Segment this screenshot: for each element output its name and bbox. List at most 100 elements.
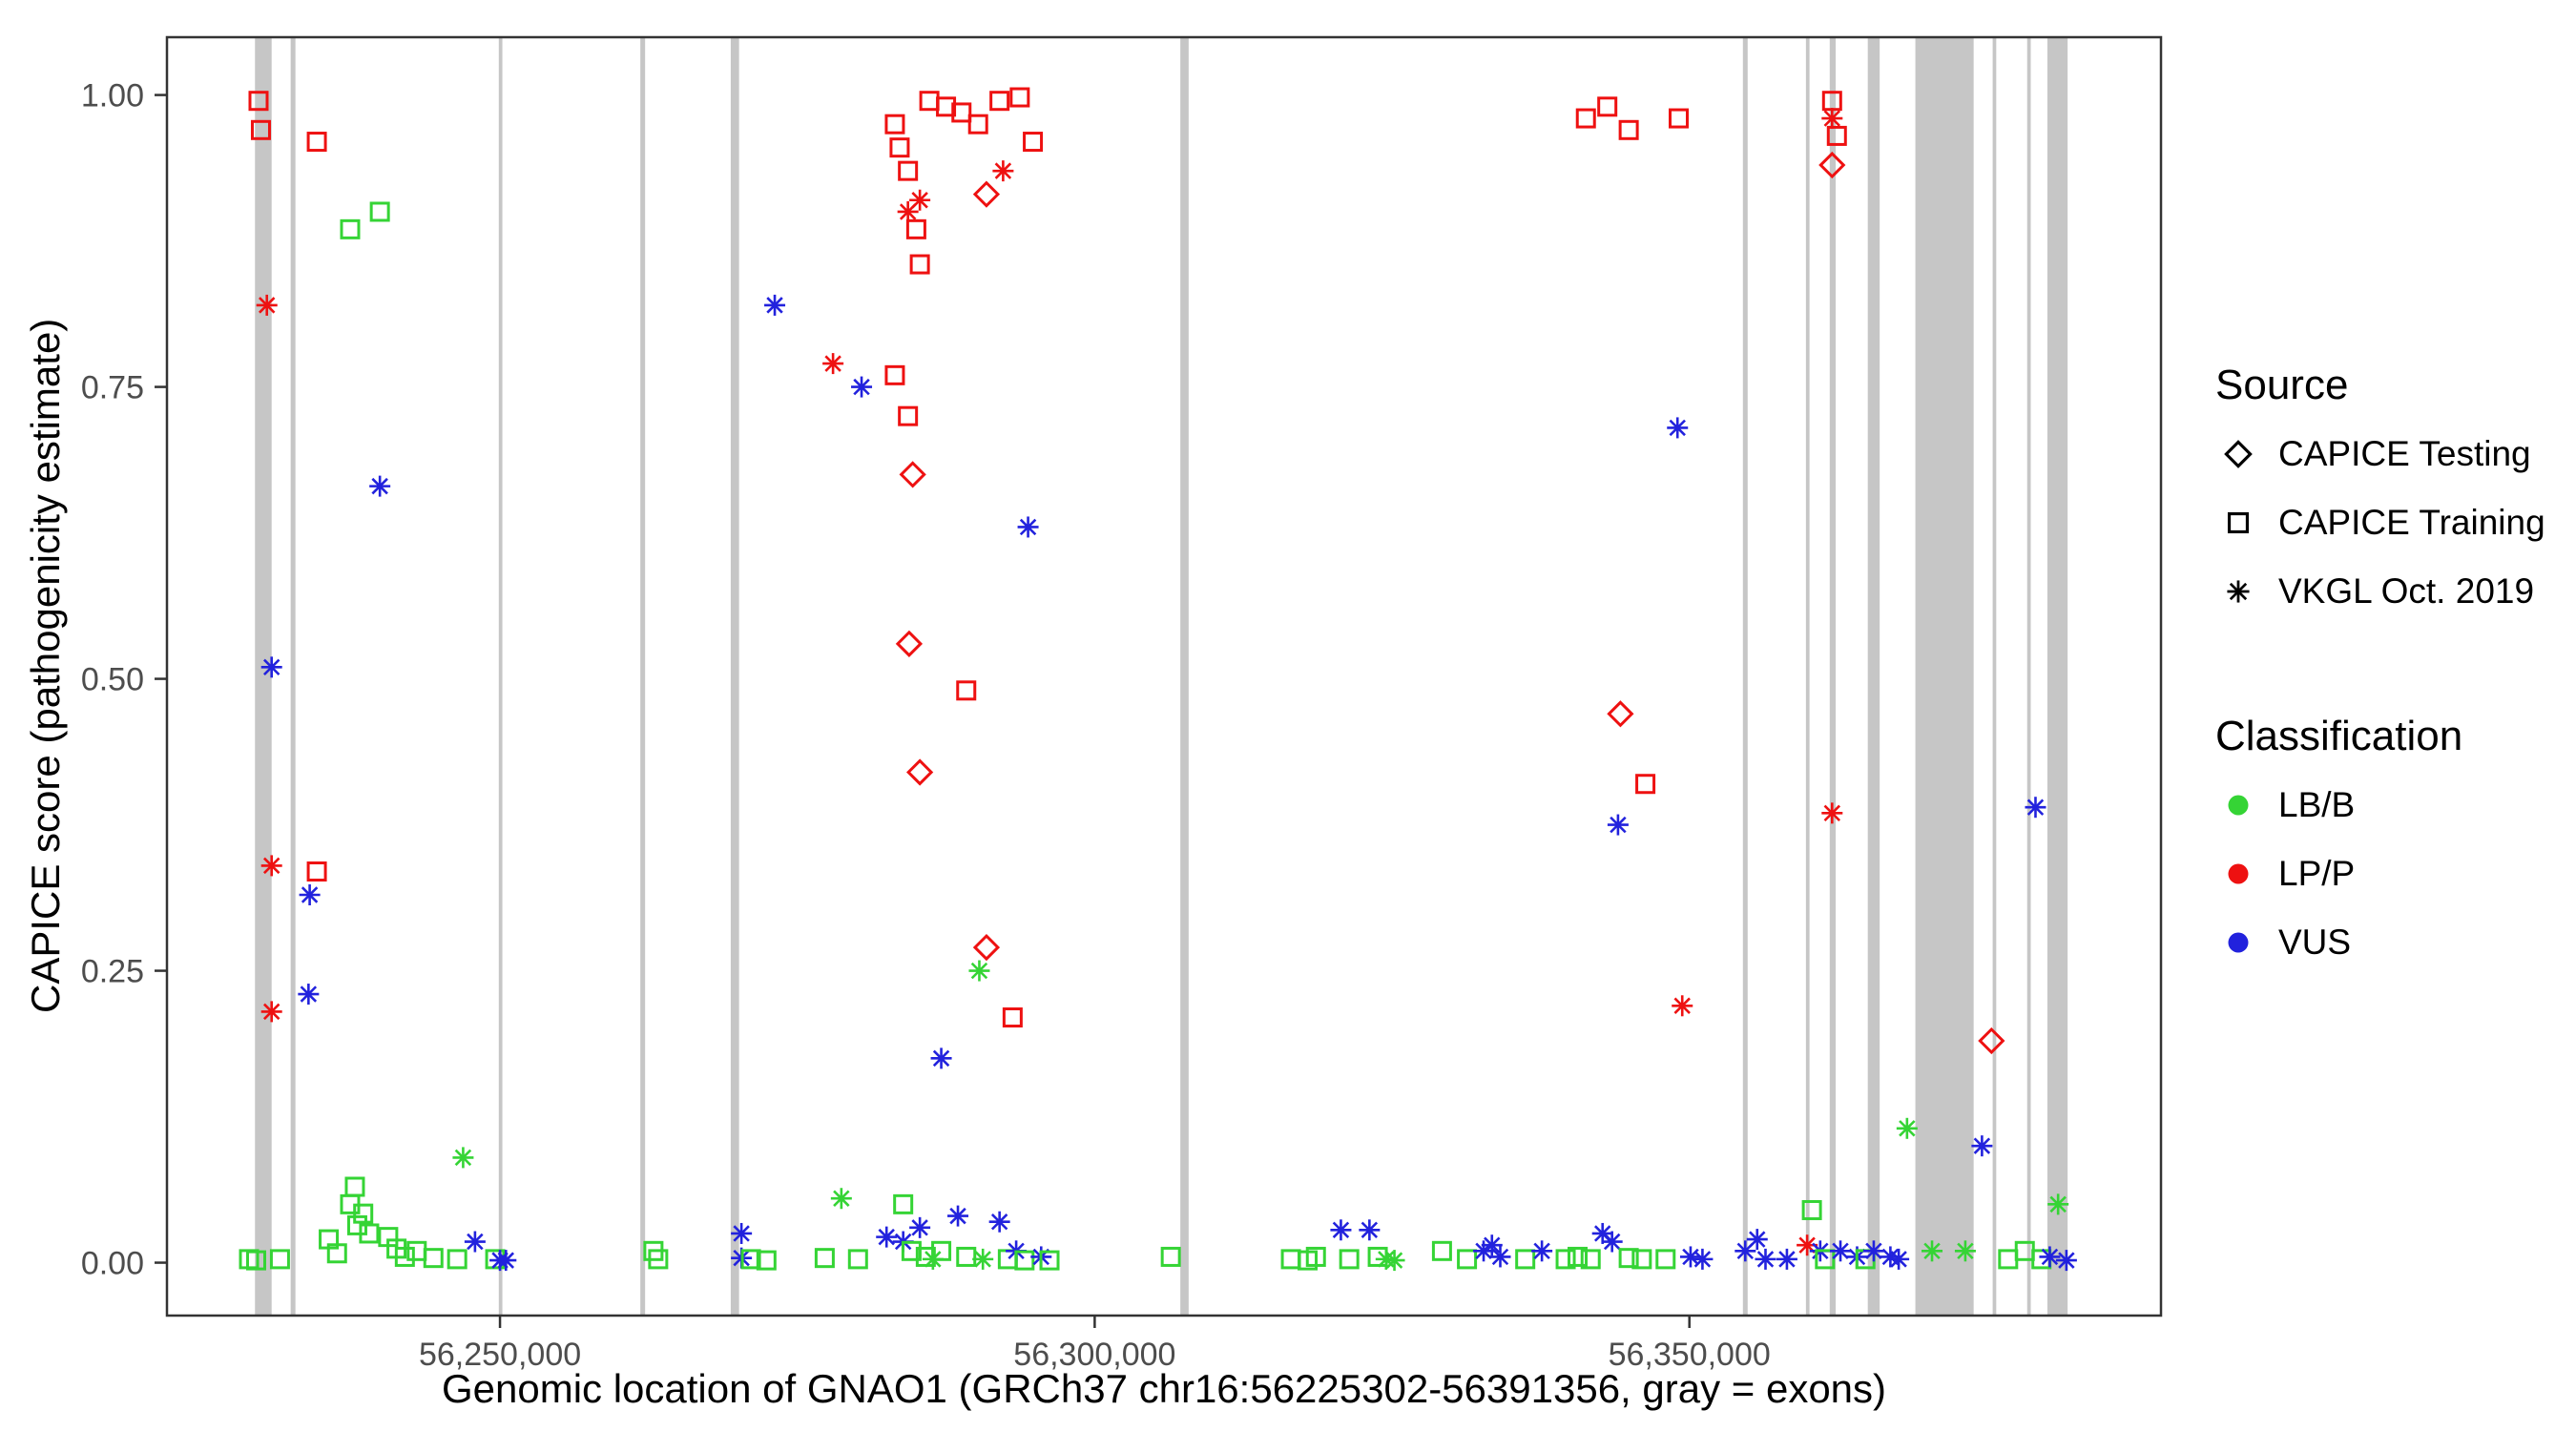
data-point xyxy=(353,1203,374,1224)
data-point xyxy=(1014,1250,1035,1271)
data-point xyxy=(1457,1249,1478,1270)
data-point xyxy=(260,1001,282,1023)
data-point xyxy=(1978,1027,2005,1055)
data-point xyxy=(1431,1240,1452,1261)
data-point xyxy=(1039,1250,1060,1271)
data-point xyxy=(1280,1249,1301,1270)
data-point xyxy=(1160,1246,1181,1267)
data-point xyxy=(1383,1250,1405,1272)
data-point xyxy=(1998,1249,2019,1270)
data-point xyxy=(1821,108,1843,130)
data-point xyxy=(2055,1250,2077,1272)
legend-item-label: VUS xyxy=(2278,923,2352,962)
legend-item-label: LP/P xyxy=(2278,854,2356,893)
data-point xyxy=(884,114,905,135)
data-point xyxy=(1009,87,1030,108)
data-point xyxy=(851,376,873,398)
data-point xyxy=(298,984,320,1006)
data-point xyxy=(1002,1007,1023,1028)
legend-item-label: CAPICE Testing xyxy=(2278,434,2531,473)
x-tick-label: 56,300,000 xyxy=(1013,1337,1175,1373)
data-point xyxy=(1515,1249,1536,1270)
x-tick-label: 56,250,000 xyxy=(419,1337,581,1373)
data-point xyxy=(1801,1199,1822,1220)
data-point xyxy=(1692,1248,1714,1270)
data-point xyxy=(930,1047,952,1069)
exon-band xyxy=(2046,37,2068,1316)
data-point xyxy=(1672,995,1693,1017)
data-point xyxy=(1755,1248,1776,1270)
data-point xyxy=(306,861,327,882)
data-point xyxy=(369,475,391,497)
data-point xyxy=(989,91,1010,112)
exon-band xyxy=(1805,37,1810,1316)
data-point xyxy=(1776,1248,1797,1270)
y-tick-label: 0.75 xyxy=(81,370,144,406)
legend-item-vkgl: VKGL Oct. 2019 xyxy=(2215,557,2545,626)
data-point xyxy=(260,855,282,877)
data-point xyxy=(1555,1249,1576,1270)
data-point xyxy=(1568,1246,1589,1267)
data-point xyxy=(1607,814,1629,836)
asterisk-icon xyxy=(2215,569,2261,614)
data-point xyxy=(951,102,972,123)
data-point xyxy=(889,137,910,158)
data-point xyxy=(830,1188,852,1210)
data-point xyxy=(464,1231,486,1253)
data-point xyxy=(1017,516,1039,538)
data-point xyxy=(814,1248,835,1269)
exon-band xyxy=(498,37,503,1316)
legend-source-title: Source xyxy=(2215,362,2349,408)
exon-band xyxy=(730,37,739,1316)
data-point xyxy=(905,218,926,239)
exon-band xyxy=(1867,37,1880,1316)
legend: Source CAPICE Testing CAPICE Training VK… xyxy=(2215,351,2545,977)
data-point xyxy=(1531,1240,1553,1262)
lp-p-dot-icon xyxy=(2215,851,2261,897)
data-point xyxy=(256,294,278,316)
data-point xyxy=(956,680,977,701)
data-point xyxy=(2047,1193,2069,1215)
data-point xyxy=(1888,1248,1910,1270)
data-point xyxy=(1954,1240,1976,1262)
data-point xyxy=(245,1250,266,1271)
data-point xyxy=(901,1240,922,1261)
data-point xyxy=(1655,1249,1676,1270)
data-point xyxy=(406,1240,427,1261)
data-point xyxy=(299,884,321,906)
diamond-icon xyxy=(2215,431,2261,477)
data-point xyxy=(1668,108,1689,129)
data-point xyxy=(876,1226,898,1248)
data-point xyxy=(884,364,905,385)
data-point xyxy=(447,1249,467,1270)
y-tick-label: 0.00 xyxy=(81,1246,144,1282)
exon-band xyxy=(1742,37,1748,1316)
data-point xyxy=(260,656,282,678)
data-point xyxy=(764,294,786,316)
data-point xyxy=(909,1216,931,1238)
data-point xyxy=(369,201,390,222)
y-tick-label: 1.00 xyxy=(81,78,144,114)
panel-border xyxy=(165,35,2163,1317)
data-point xyxy=(423,1248,444,1269)
data-point xyxy=(340,218,361,239)
data-point xyxy=(1580,1249,1601,1270)
data-point xyxy=(648,1249,669,1270)
data-point xyxy=(306,132,327,153)
legend-gap xyxy=(2215,626,2545,702)
data-point xyxy=(1305,1246,1326,1267)
exon-band xyxy=(290,37,296,1316)
data-point xyxy=(359,1223,380,1244)
data-point xyxy=(1607,700,1634,728)
data-point xyxy=(988,1211,1010,1233)
data-point xyxy=(1821,802,1843,824)
data-point xyxy=(1922,1240,1943,1262)
x-axis-title: Genomic location of GNAO1 (GRCh37 chr16:… xyxy=(441,1366,1887,1411)
data-point xyxy=(936,96,957,117)
data-point xyxy=(2025,797,2046,819)
data-point xyxy=(2039,1246,2061,1268)
data-point xyxy=(919,91,940,112)
data-point xyxy=(1818,151,1846,179)
data-point xyxy=(1618,1248,1639,1269)
